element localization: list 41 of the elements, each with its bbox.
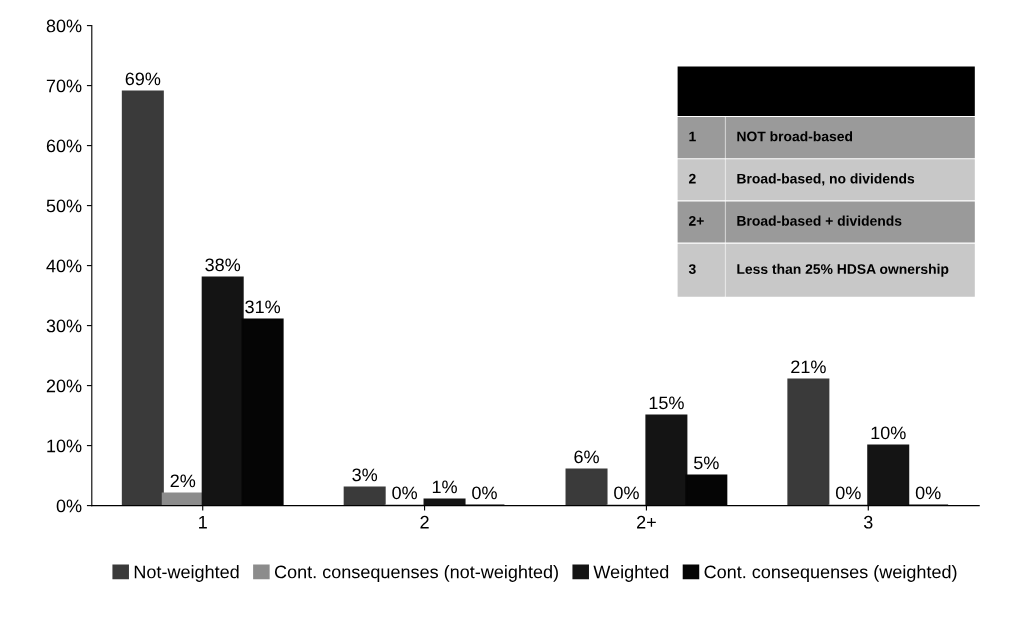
data-label: 2% <box>170 474 196 488</box>
legend-label: Cont. consequenses (weighted) <box>704 565 957 582</box>
data-label: 0% <box>472 486 497 500</box>
annotation: NOT broad-based <box>737 131 853 142</box>
data-label: 5% <box>694 456 719 470</box>
x-tick-label: 2+ <box>637 515 656 529</box>
data-label: 15% <box>649 396 684 410</box>
x-tick-label: 2 <box>420 515 429 529</box>
y-tick-label: 0% <box>56 499 82 513</box>
annotation: 1 <box>689 131 696 142</box>
data-label: 3% <box>352 468 378 482</box>
legend-label: Not-weighted <box>134 565 239 582</box>
data-label: 21% <box>791 360 826 374</box>
y-tick-label: 10% <box>47 439 82 453</box>
y-tick-label: 80% <box>46 19 82 33</box>
data-label: 0% <box>614 486 639 500</box>
annotation: 2 <box>688 173 696 184</box>
annotation: 3 <box>688 264 696 275</box>
legend-label: Cont. consequenses (not-weighted) <box>274 565 558 582</box>
y-tick-label: 20% <box>46 379 82 393</box>
data-label: 0% <box>915 486 941 500</box>
x-tick-label: 3 <box>863 515 873 529</box>
data-label: 0% <box>392 486 418 500</box>
y-tick-label: 70% <box>46 79 82 93</box>
annotation: Broad-based, no dividends <box>737 173 915 186</box>
annotation: Less than 25% HDSA ownership <box>737 263 949 277</box>
data-label: 69% <box>125 72 161 86</box>
legend-label: Weighted <box>593 565 669 582</box>
y-tick-label: 50% <box>46 199 82 213</box>
x-tick-label: 1 <box>199 515 207 529</box>
annotation: 2+ <box>688 215 704 226</box>
y-tick-label: 60% <box>46 139 82 153</box>
y-tick-label: 40% <box>46 259 82 273</box>
y-tick-label: 30% <box>46 319 82 333</box>
data-label: 38% <box>205 258 241 272</box>
data-label: 1% <box>432 480 457 494</box>
data-label: 10% <box>871 426 906 440</box>
data-label: 0% <box>835 486 861 500</box>
annotation: Broad-based + dividends <box>737 215 902 226</box>
data-label: 6% <box>574 450 599 464</box>
data-label: 31% <box>245 300 281 314</box>
